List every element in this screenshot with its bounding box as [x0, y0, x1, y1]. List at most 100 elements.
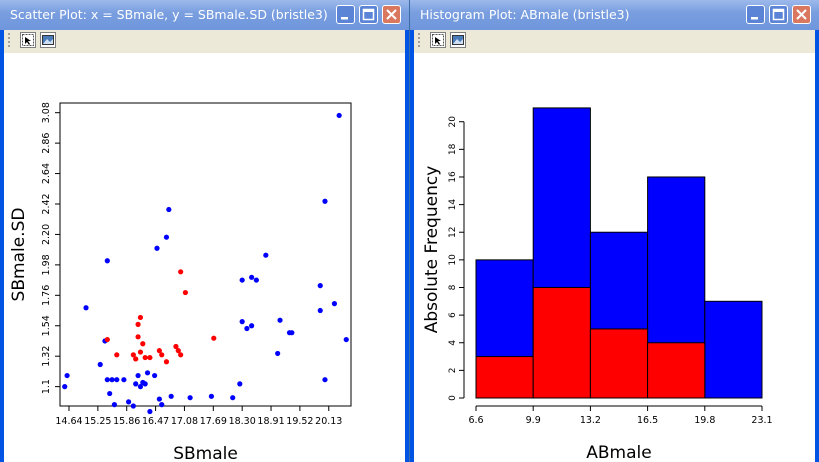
x-axis-label: ABmale — [586, 443, 651, 462]
data-point — [126, 399, 132, 405]
data-point — [64, 372, 70, 379]
select-tool-button[interactable] — [20, 32, 36, 48]
minimize-button[interactable] — [336, 5, 355, 24]
close-icon — [796, 9, 807, 20]
histogram-chart: 0 2 4 6 8 10 12 14 16 18 20 6.6 9.9 13.2 16.5 19.8 23.1 A… — [422, 107, 773, 462]
y-tick-label: 2 — [448, 368, 458, 374]
maximize-icon — [362, 8, 375, 21]
data-point — [331, 301, 338, 307]
scatter-toolbar — [4, 30, 405, 52]
histogram-toolbar — [414, 30, 815, 52]
histogram-plot-window: Histogram Plot: ABmale (bristle3) 0 2 4 6 8 1… — [410, 0, 819, 462]
data-point — [239, 319, 245, 325]
y-tick-label: 18 — [448, 143, 458, 155]
data-point — [135, 372, 141, 379]
maximize-button[interactable] — [769, 5, 788, 24]
histogram-window-title: Histogram Plot: ABmale (bristle3) — [420, 7, 630, 22]
y-axis-label: Absolute Frequency — [422, 166, 442, 334]
y-tick-label: 10 — [448, 254, 458, 266]
data-point — [175, 348, 181, 354]
data-point — [263, 252, 269, 258]
x-tick-label: 20.13 — [315, 416, 342, 427]
data-point — [163, 359, 170, 365]
x-tick-label: 17.08 — [171, 416, 198, 427]
scatter-title-bar[interactable]: Scatter Plot: x = SBmale, y = SBmale.SD … — [0, 0, 409, 30]
y-tick-label: 20 — [448, 116, 458, 128]
data-point — [104, 258, 110, 264]
data-point — [239, 277, 245, 283]
y-tick-label: 14 — [448, 199, 458, 211]
y-tick-label: 16 — [448, 171, 458, 183]
select-tool-button[interactable] — [430, 32, 446, 48]
histogram-title-bar[interactable]: Histogram Plot: ABmale (bristle3) — [410, 0, 819, 30]
x-tick-label: 17.69 — [200, 416, 227, 427]
data-point — [230, 395, 236, 401]
data-point — [317, 307, 323, 314]
close-button[interactable] — [382, 5, 401, 24]
data-point — [114, 377, 120, 383]
data-point — [336, 112, 342, 119]
picture-tool-button[interactable] — [40, 32, 56, 48]
x-axis-label: SBmale — [173, 444, 238, 462]
data-point — [107, 390, 113, 397]
x-tick-label: 18.91 — [257, 416, 284, 427]
y-tick-label: 1.98 — [41, 254, 52, 275]
maximize-button[interactable] — [359, 5, 378, 24]
histogram-bar — [532, 286, 591, 399]
data-point — [166, 206, 172, 213]
data-point — [249, 274, 255, 280]
y-tick-label: 2.20 — [41, 224, 52, 245]
y-tick-label: 1.54 — [41, 315, 52, 336]
select-icon — [22, 34, 34, 46]
picture-icon — [452, 35, 464, 45]
y-tick-label: 2.86 — [41, 133, 52, 154]
data-point — [322, 198, 328, 204]
data-point — [83, 305, 89, 311]
y-tick-label: 2.42 — [41, 193, 52, 214]
data-point — [237, 381, 243, 387]
data-point — [109, 377, 115, 383]
data-point — [130, 352, 136, 358]
data-point — [187, 395, 193, 401]
y-tick-label: 3.08 — [41, 102, 52, 123]
data-point — [317, 283, 323, 289]
data-point — [142, 381, 148, 387]
data-point — [178, 352, 184, 358]
minimize-button[interactable] — [746, 5, 765, 24]
data-point — [111, 402, 118, 408]
y-tick-label: 0 — [448, 395, 458, 401]
data-point — [244, 325, 250, 332]
data-point — [211, 335, 217, 341]
histogram-bar — [647, 342, 706, 399]
data-point — [142, 354, 148, 361]
x-tick-label: 15.86 — [113, 416, 140, 427]
data-point — [289, 330, 295, 336]
minimize-icon — [751, 17, 758, 20]
data-point — [62, 384, 68, 390]
data-point — [182, 289, 188, 296]
data-point — [133, 356, 139, 362]
toolbar-grip — [418, 33, 420, 48]
x-tick-label: 23.1 — [751, 415, 772, 426]
data-point — [144, 370, 151, 376]
close-button[interactable] — [792, 5, 811, 24]
histogram-plot-area: 0 2 4 6 8 10 12 14 16 18 20 6.6 9.9 13.2 16.5 19.8 23.1 A… — [414, 53, 815, 462]
data-point — [147, 354, 153, 361]
minimize-icon — [341, 17, 348, 20]
x-tick-label: 16.47 — [142, 416, 169, 427]
histogram-bar — [475, 356, 534, 399]
data-point — [135, 334, 141, 340]
data-point — [133, 381, 139, 387]
data-point — [156, 396, 162, 402]
picture-tool-button[interactable] — [450, 32, 466, 48]
y-tick-label: 4 — [448, 340, 458, 346]
picture-icon — [42, 35, 54, 45]
x-tick-label: 15.25 — [84, 416, 111, 427]
scatter-plot-area: 14.64 15.25 15.86 16.47 17.08 17.69 18.30 18.91… — [4, 53, 405, 462]
maximize-icon — [772, 8, 785, 21]
data-point — [130, 403, 136, 409]
select-icon — [432, 34, 444, 46]
histogram-bar — [704, 300, 763, 399]
data-point — [140, 341, 146, 347]
y-tick-label: 8 — [448, 284, 458, 290]
